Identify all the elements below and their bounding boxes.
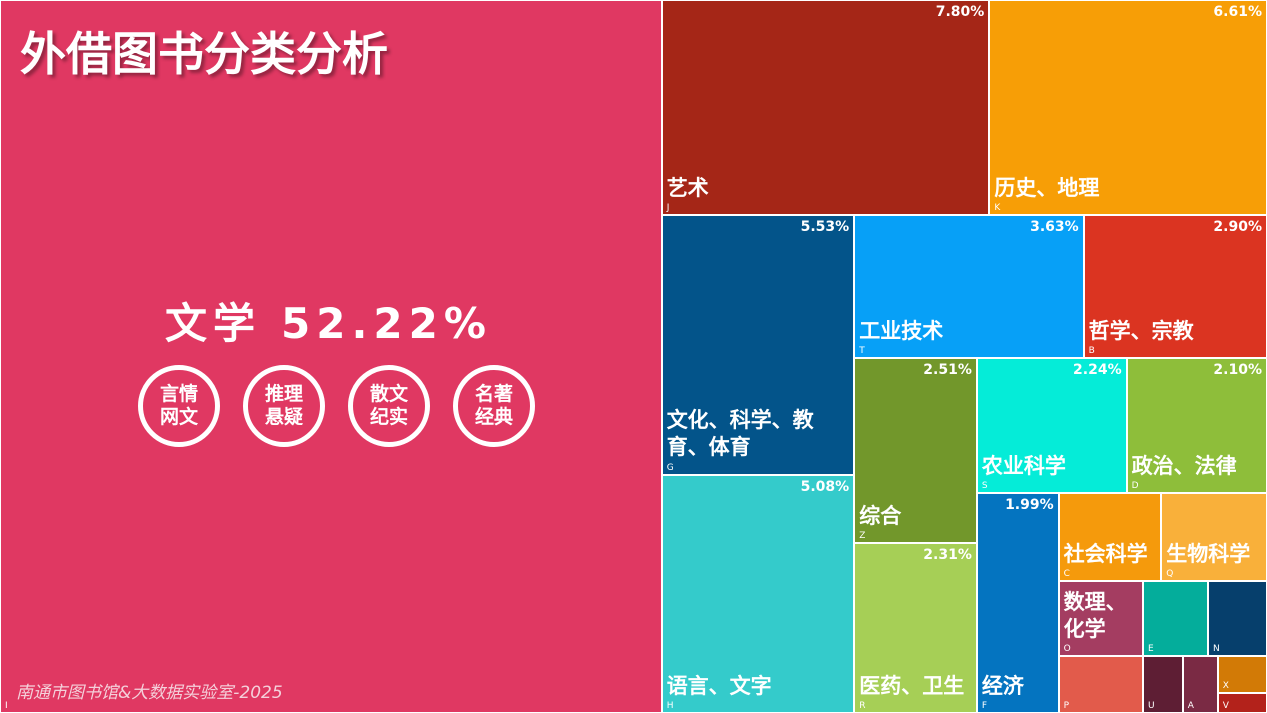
tile-value: 2.51% [923,361,972,378]
tile-code: S [981,481,988,492]
tile-value: 6.61% [1213,4,1262,20]
tile: 艺术 7.80% J [661,0,990,216]
tile-value: 2.90% [1213,219,1262,236]
tile: 社会科学 C [1058,493,1162,582]
tile-code: C [1063,569,1070,580]
tile: U [1142,656,1183,713]
tile: V [1217,692,1267,713]
tile-code: G [666,462,674,473]
tile: 哲学、宗教 2.90% B [1083,215,1267,358]
tile-code: N [1212,644,1220,655]
tile-value: 7.80% [935,4,985,20]
tile-value: 2.31% [923,546,972,563]
tile-name: 社会科学 [1063,541,1148,566]
tile-name: 数理、化学 [1063,589,1127,641]
title: 外借图书分类分析 [20,27,388,81]
lead-name: 文学 [165,299,262,348]
tile-code: D [1131,481,1139,492]
tile-code: F [981,700,988,711]
tile-code: X [1222,680,1229,691]
footer: 南通市图书馆&大数据实验室-2025 [16,683,283,703]
lead-value: 52.22% [281,299,492,348]
tag-line: 名著 [474,383,513,406]
tile: E [1142,581,1208,657]
tile: N [1207,581,1267,657]
tag-line: 经典 [474,406,513,428]
tile-code: P [1063,700,1070,711]
tile: A [1182,656,1218,713]
tile-value: 1.99% [1005,497,1054,514]
tile-name: 农业科学 [981,453,1066,478]
tile-name: 经济 [981,673,1024,698]
tile-name: 工业技术 [859,318,944,343]
tile-name: 综合 [859,503,902,528]
tag-line: 散文 [369,383,408,406]
tile: I [0,0,662,713]
tile-code: A [1187,700,1194,711]
tile: P [1058,656,1143,713]
tile-value: 5.53% [800,219,850,236]
tile: 综合 2.51% Z [854,357,977,543]
tile-code: R [859,700,866,711]
tile: 历史、地理 6.61% K [989,0,1267,216]
tile-code: O [1063,644,1071,655]
tile-name: 政治、法律 [1131,453,1237,478]
tile: 经济 1.99% F [976,493,1059,713]
tag: 名著 经典 [453,365,535,447]
tile-value: 3.63% [1030,219,1079,236]
tile: 语言、文字 5.08% H [661,474,855,713]
tile-code: I [5,701,8,711]
tag-line: 推理 [264,383,303,406]
tile-code: J [666,203,670,214]
lead-label: 文学 52.22% [0,290,657,351]
tag-line: 言情 [159,383,198,406]
tile-code: V [1222,700,1229,711]
tag-line: 悬疑 [264,406,303,428]
tile-value: 2.24% [1073,361,1122,378]
tile-name: 哲学、宗教 [1088,318,1194,343]
tile-code: E [1147,644,1154,655]
tile-value: 5.08% [800,478,850,495]
tile-code: Z [859,530,866,541]
tile: X [1217,656,1267,693]
tile-name: 生物科学 [1166,541,1251,566]
tile-name: 艺术 [666,175,709,200]
tile-code: B [1088,345,1095,356]
tile: 医药、卫生 2.31% R [854,542,977,713]
tile-code: Q [1166,569,1174,580]
tile: 工业技术 3.63% T [854,215,1084,358]
tile-name: 文化、科学、教育、体育 [666,408,814,460]
tag: 言情 网文 [138,365,220,447]
tile: 数理、化学 O [1058,581,1143,657]
tile: 文化、科学、教育、体育 5.53% G [661,215,855,475]
tile-code: T [859,345,865,356]
tile-name: 语言、文字 [666,673,772,698]
tile: 农业科学 2.24% S [976,357,1127,494]
tag: 推理 悬疑 [243,365,325,447]
tag-line: 网文 [159,406,198,428]
tag-line: 纪实 [369,406,408,428]
tile-name: 医药、卫生 [859,673,965,698]
tile: 政治、法律 2.10% D [1126,357,1267,494]
tile-value: 2.10% [1213,361,1262,378]
tile-name: 历史、地理 [994,175,1100,200]
tile-code: U [1147,700,1155,711]
tile-code: K [994,203,1001,214]
tile-code: H [666,700,674,711]
tag: 散文 纪实 [348,365,430,447]
tile: 生物科学 Q [1161,493,1267,582]
